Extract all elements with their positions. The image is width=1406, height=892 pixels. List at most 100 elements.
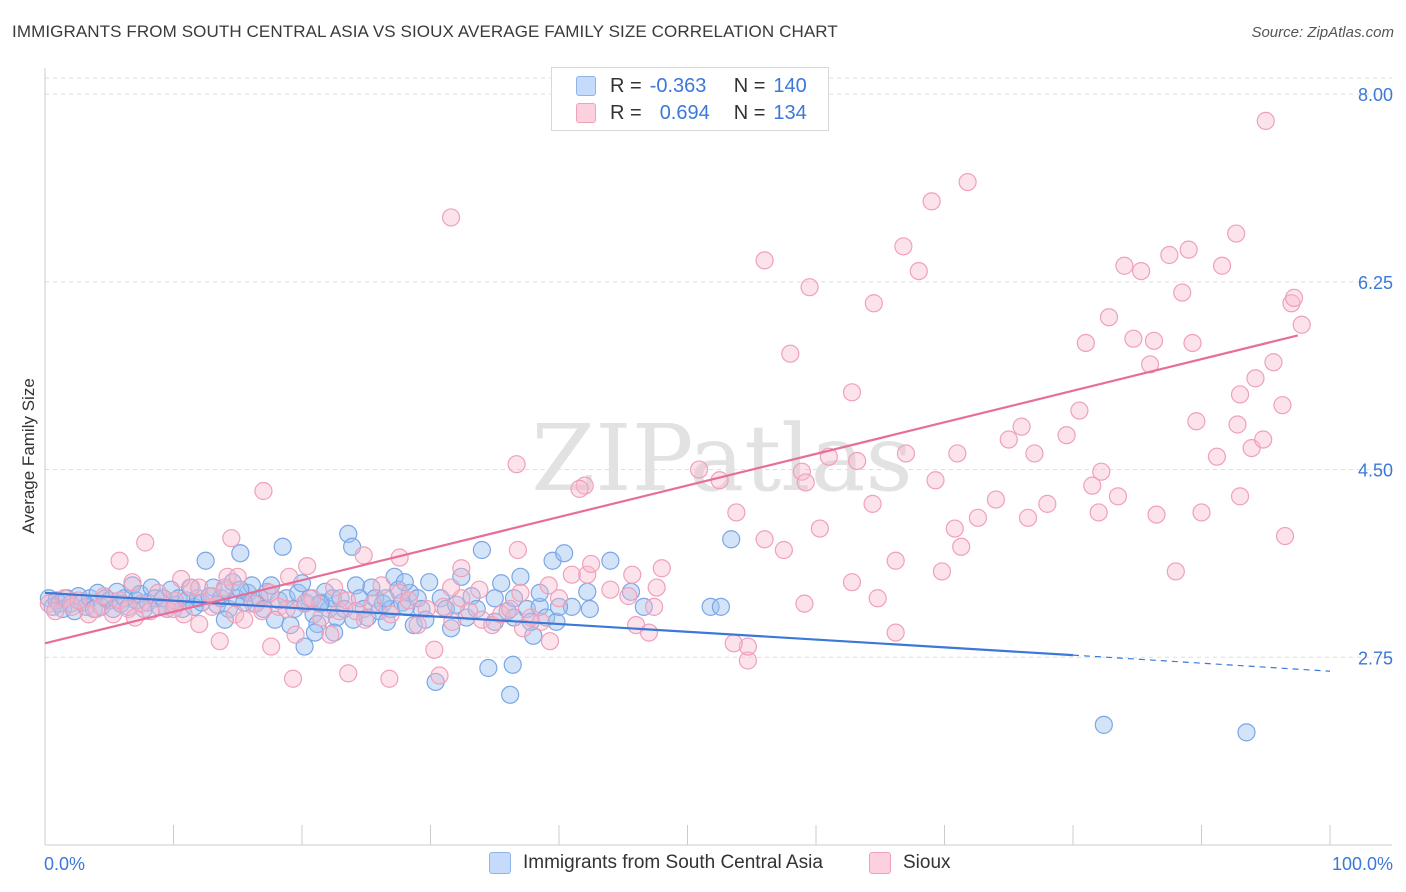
data-point	[1275, 526, 1295, 546]
data-point	[1115, 256, 1134, 275]
data-point	[1094, 715, 1113, 734]
data-point	[539, 576, 558, 595]
data-point	[575, 476, 594, 495]
data-point	[868, 589, 887, 608]
data-point	[1183, 333, 1202, 353]
data-point	[755, 530, 774, 549]
data-point	[792, 462, 811, 481]
data-point	[1228, 415, 1247, 434]
data-point	[262, 637, 281, 656]
data-point	[218, 567, 237, 586]
data-point	[601, 580, 620, 599]
data-point	[1144, 331, 1164, 350]
legend-row-sioux: R = 0.694 N = 134	[576, 100, 807, 126]
data-point	[1212, 256, 1232, 275]
data-point	[280, 567, 299, 586]
data-point	[774, 540, 793, 560]
data-point	[228, 567, 247, 586]
y-tick-label: 6.25	[1358, 273, 1393, 293]
data-point	[738, 637, 757, 656]
data-point	[492, 605, 511, 624]
data-point	[210, 632, 229, 651]
data-point	[425, 640, 444, 659]
data-point	[503, 655, 522, 674]
axis-labels: 2.75 4.50 6.25 8.00 0.0% 100.0% Average Family…	[19, 85, 1393, 874]
data-point	[470, 580, 489, 599]
data-point	[123, 573, 142, 592]
data-point	[1230, 487, 1250, 506]
data-point	[999, 430, 1018, 449]
data-point	[701, 597, 720, 616]
data-point	[547, 612, 566, 631]
n-label: N =	[733, 74, 766, 97]
data-point	[1108, 487, 1128, 506]
data-point	[1264, 353, 1283, 372]
data-point	[922, 192, 941, 211]
data-point	[1132, 261, 1151, 281]
trend-lines	[44, 334, 1331, 672]
data-point	[222, 529, 241, 548]
data-point	[1292, 315, 1311, 334]
data-point	[1089, 503, 1108, 522]
data-point	[623, 565, 642, 584]
data-point	[1173, 283, 1192, 302]
data-point	[582, 554, 601, 574]
data-point	[380, 669, 399, 688]
data-point	[864, 294, 883, 313]
legend-item-sioux: Sioux	[869, 852, 951, 874]
data-point	[842, 573, 862, 592]
data-point	[303, 589, 322, 608]
n-label: N =	[733, 101, 766, 124]
data-point	[1166, 562, 1185, 581]
data-point	[1025, 444, 1044, 463]
data-point	[781, 344, 800, 363]
data-point	[395, 573, 414, 592]
data-point	[1140, 355, 1160, 374]
data-point	[355, 610, 375, 629]
data-point	[354, 546, 373, 565]
x-tick-label: 0.0%	[44, 854, 85, 874]
y-tick-label: 2.75	[1358, 648, 1393, 668]
data-point	[289, 583, 308, 603]
data-point	[434, 597, 453, 616]
data-point	[226, 605, 245, 624]
data-point	[215, 578, 234, 597]
r-label: R =	[610, 101, 642, 124]
y-axis-label: Average Family Size	[19, 378, 38, 534]
data-point	[1187, 412, 1206, 431]
data-point	[601, 551, 620, 570]
data-point	[932, 562, 952, 581]
data-point	[1160, 245, 1179, 265]
data-point	[420, 573, 439, 592]
data-point	[404, 615, 423, 635]
data-point	[513, 619, 533, 638]
data-point	[286, 625, 305, 644]
data-point	[443, 612, 462, 631]
data-point	[196, 551, 215, 570]
data-point	[1083, 476, 1102, 495]
data-point	[305, 623, 324, 642]
data-point	[639, 623, 659, 642]
data-point	[441, 619, 461, 638]
data-point	[110, 551, 129, 570]
data-point	[321, 625, 340, 644]
data-point	[1057, 426, 1076, 445]
data-point	[738, 651, 757, 670]
data-point	[508, 540, 527, 560]
data-point	[511, 567, 530, 586]
r-value: -0.363	[649, 74, 707, 97]
data-point	[886, 623, 905, 642]
data-point	[926, 471, 945, 490]
data-point	[363, 594, 382, 613]
data-point	[1284, 288, 1304, 308]
data-point	[235, 610, 254, 629]
trend-extension-0	[1072, 654, 1331, 672]
data-point	[136, 533, 155, 552]
data-point	[1227, 224, 1246, 243]
data-point	[562, 597, 581, 616]
data-point	[472, 540, 491, 560]
data-point	[46, 602, 65, 621]
data-point	[896, 444, 916, 463]
data-point	[1179, 240, 1198, 259]
data-point	[1246, 369, 1265, 388]
